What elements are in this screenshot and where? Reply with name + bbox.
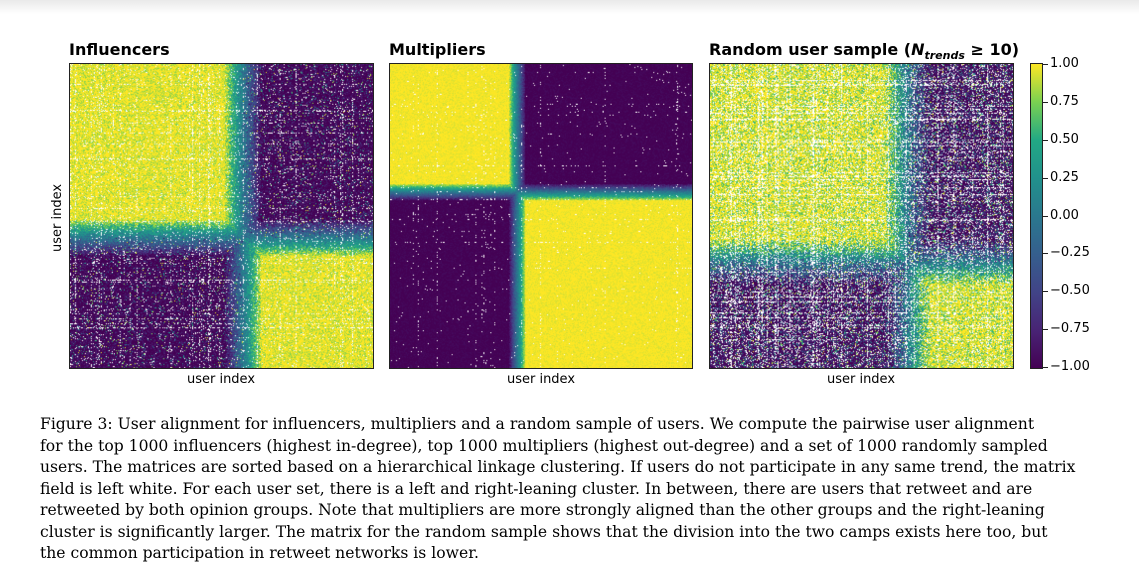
colorbar-tick	[1043, 177, 1048, 179]
caption-line: for the top 1000 influencers (highest in…	[40, 436, 1048, 455]
colorbar-tick	[1043, 253, 1048, 255]
colorbar-tick-label: 1.00	[1050, 56, 1079, 71]
colorbar-tick-label: 0.25	[1050, 169, 1079, 185]
colorbar-tick-label: −0.25	[1050, 245, 1090, 261]
colorbar-tick	[1043, 215, 1048, 217]
colorbar-tick	[1043, 139, 1048, 141]
heatmap-random-sample	[709, 63, 1014, 369]
title-variable: N	[911, 40, 925, 59]
figure-caption: Figure 3: User alignment for influencers…	[40, 414, 1104, 565]
colorbar-tick-label: 0.75	[1050, 93, 1079, 109]
colorbar-tick	[1043, 101, 1048, 103]
colorbar-tick-label: 0.00	[1050, 207, 1079, 223]
colorbar-tick	[1043, 367, 1048, 368]
title-prefix: Random user sample (	[709, 40, 912, 59]
y-axis-label: user index	[50, 183, 65, 252]
x-axis-label-random-sample: user index	[826, 372, 896, 387]
colorbar	[1030, 63, 1043, 369]
panel-title-influencers: Influencers	[69, 40, 170, 59]
heatmap-influencers	[69, 63, 374, 369]
caption-line: field is left white. For each user set, …	[40, 479, 1033, 498]
colorbar-tick-label: −0.75	[1050, 321, 1090, 337]
colorbar-tick-label: 0.50	[1050, 131, 1079, 147]
top-shadow	[0, 0, 1139, 14]
colorbar-tick	[1043, 291, 1048, 293]
colorbar-tick	[1043, 64, 1048, 65]
colorbar-tick	[1043, 329, 1048, 331]
caption-line: users. The matrices are sorted based on …	[40, 458, 1076, 476]
x-axis-label-multipliers: user index	[506, 372, 576, 387]
colorbar-tick-label: −1.00	[1050, 359, 1090, 374]
title-suffix: ≥ 10)	[964, 40, 1020, 59]
x-axis-label-influencers: user index	[186, 372, 256, 387]
panel-title-random-sample: Random user sample (Ntrends ≥ 10)	[709, 40, 1019, 62]
colorbar-tick-label: −0.50	[1050, 283, 1090, 299]
panel-title-multipliers: Multipliers	[389, 40, 486, 59]
caption-line: Figure 3: User alignment for influencers…	[40, 415, 1035, 433]
caption-line: the common participation in retweet netw…	[40, 544, 479, 562]
heatmap-multipliers	[389, 63, 693, 369]
caption-line: retweeted by both opinion groups. Note t…	[40, 501, 1045, 519]
caption-line: cluster is significantly larger. The mat…	[40, 522, 1048, 541]
title-subscript: trends	[924, 49, 965, 63]
